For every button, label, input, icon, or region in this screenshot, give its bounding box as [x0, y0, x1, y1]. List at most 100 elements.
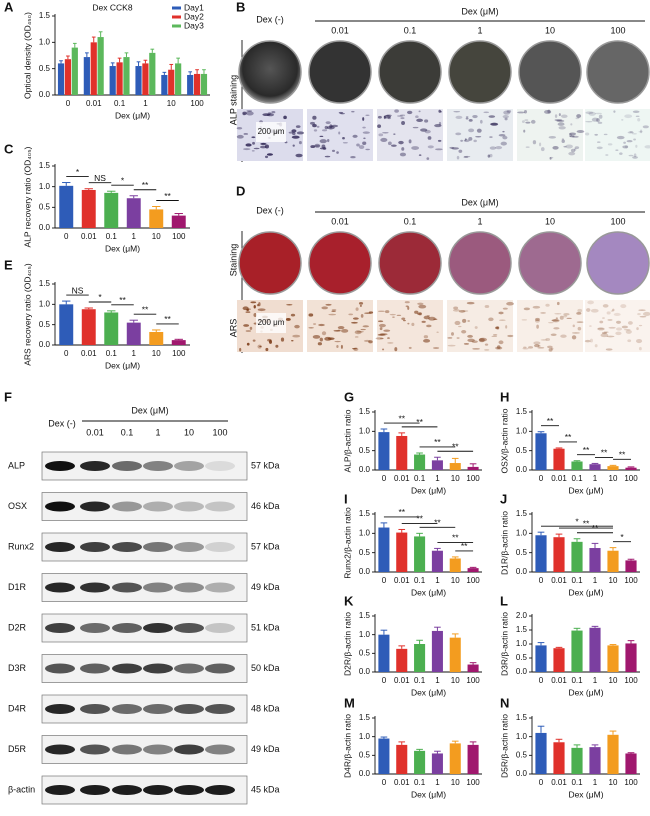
band: [45, 542, 75, 552]
cell: [500, 141, 507, 146]
panel-label: J: [500, 491, 507, 506]
cell: [340, 344, 343, 349]
cell: [505, 325, 508, 329]
cell: [390, 144, 397, 147]
band: [80, 542, 110, 552]
size-label: 49 kDa: [251, 744, 280, 754]
cell: [401, 120, 405, 125]
dose-label: 0.1: [121, 427, 134, 437]
size-label: 51 kDa: [251, 622, 280, 632]
band: [80, 663, 110, 674]
bar: [449, 637, 461, 672]
cell: [245, 311, 251, 313]
cell: [436, 331, 439, 333]
band: [174, 461, 204, 471]
cell: [642, 125, 649, 129]
bar: [625, 467, 637, 470]
cell: [468, 119, 473, 122]
x-tick-label: 0: [64, 232, 69, 241]
x-axis-label: Dex (μM): [411, 587, 446, 597]
y-axis-label: ALP/β-actin ratio: [342, 409, 352, 472]
cell: [368, 311, 374, 314]
x-axis-label: Dex (μM): [568, 587, 603, 597]
cell: [506, 109, 512, 113]
cell: [389, 313, 396, 316]
x-tick-label: 0: [382, 676, 387, 685]
y-tick-label: 0.5: [516, 548, 528, 557]
y-tick-label: 0.0: [359, 567, 371, 576]
cell: [561, 138, 565, 141]
cell: [249, 326, 253, 330]
cell: [496, 345, 501, 350]
cell: [260, 142, 267, 145]
cell: [352, 317, 359, 320]
dose-label: 10: [184, 427, 194, 437]
cell: [523, 307, 531, 311]
cell: [479, 337, 487, 342]
cell: [503, 110, 511, 115]
control-label: Dex (-): [256, 205, 284, 215]
cell: [438, 121, 442, 126]
cell: [360, 313, 364, 318]
cell: [615, 331, 622, 336]
y-tick-label: 1.5: [359, 713, 371, 722]
cell: [521, 120, 525, 124]
significance-label: **: [592, 523, 599, 533]
protein-label: β-actin: [8, 784, 35, 794]
well: [586, 231, 650, 295]
cell: [336, 151, 339, 154]
significance-label: **: [452, 533, 459, 543]
cell: [556, 119, 565, 123]
cell: [418, 154, 422, 157]
cell: [631, 133, 637, 135]
dose-label: 0.01: [86, 427, 104, 437]
y-axis-label: OSX/β-actin ratio: [499, 408, 509, 473]
cell: [594, 112, 602, 115]
band: [143, 704, 173, 714]
y-tick-label: 0.5: [359, 648, 371, 657]
protein-label: D1R: [8, 582, 27, 592]
cell: [534, 344, 540, 348]
bar: [149, 331, 164, 345]
cell: [627, 131, 634, 134]
cell: [377, 310, 385, 312]
cell: [554, 114, 558, 118]
x-tick-label: 0: [539, 474, 544, 483]
band: [112, 461, 142, 471]
x-tick-label: 100: [190, 99, 204, 108]
x-tick-label: 10: [451, 778, 460, 787]
y-tick-label: 0.5: [359, 446, 371, 455]
y-tick-label: 1.0: [39, 37, 51, 46]
micrograph: [517, 300, 583, 352]
y-tick-label: 1.0: [359, 732, 371, 741]
cell: [586, 308, 591, 312]
significance-label: **: [142, 304, 149, 314]
cell: [463, 156, 469, 158]
x-tick-label: 0.01: [86, 99, 102, 108]
cell: [548, 348, 553, 352]
cell: [243, 324, 250, 327]
cell: [398, 140, 404, 145]
cell: [476, 128, 482, 133]
cell: [292, 144, 295, 147]
cell: [638, 346, 642, 351]
cell: [563, 314, 568, 318]
y-tick-label: 1.0: [39, 299, 51, 308]
x-tick-label: 0.1: [571, 778, 583, 787]
cell: [393, 133, 396, 135]
band: [80, 461, 110, 471]
y-axis-label: D4R/β-actin ratio: [342, 714, 352, 778]
dose-label: 0.1: [404, 216, 417, 226]
bar: [193, 73, 201, 95]
cell: [610, 310, 614, 312]
bar: [589, 747, 601, 774]
panel-label: C: [4, 141, 14, 156]
cell: [298, 141, 302, 145]
x-tick-label: 10: [609, 778, 618, 787]
cell: [252, 141, 256, 145]
control-label: Dex (-): [256, 14, 284, 24]
cell: [547, 109, 551, 114]
y-axis-label: D5R/β-actin ratio: [499, 714, 509, 778]
cell: [400, 117, 405, 120]
x-tick-label: 0.01: [394, 778, 410, 787]
